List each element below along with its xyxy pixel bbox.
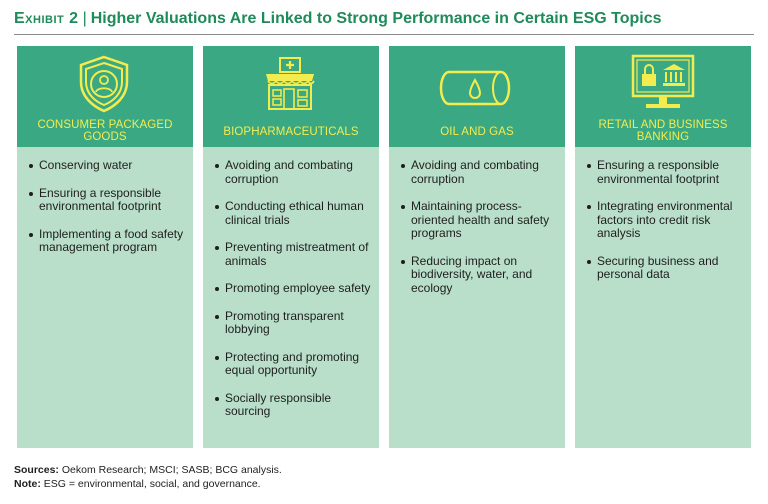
- list-item: Reducing impact on biodiversity, water, …: [401, 254, 557, 296]
- list-item: Conserving water: [29, 158, 185, 173]
- note-text: ESG = environmental, social, and governa…: [43, 478, 261, 490]
- list-item: Maintaining process-oriented health and …: [401, 199, 557, 241]
- column-oil-and-gas: OIL AND GAS Avoiding and combating corru…: [389, 46, 565, 448]
- column-retail-and-business-banking: RETAIL AND BUSINESS BANKING Ensuring a r…: [575, 46, 751, 448]
- list-item: Securing business and personal data: [587, 254, 743, 282]
- sources-text: Oekom Research; MSCI; SASB; BCG analysis…: [61, 464, 282, 476]
- note-label: Note:: [14, 478, 41, 490]
- title-separator: |: [82, 10, 87, 27]
- exhibit-title: Exhibit 2 | Higher Valuations Are Linked t…: [14, 10, 754, 28]
- topic-list: Conserving water Ensuring a responsible …: [17, 147, 193, 255]
- topic-list: Ensuring a responsible environmental foo…: [575, 147, 751, 282]
- footnotes: Sources: Oekom Research; MSCI; SASB; BCG…: [14, 463, 282, 491]
- topic-list: Avoiding and combating corruption Mainta…: [389, 147, 565, 295]
- column-body: Ensuring a responsible environmental foo…: [575, 147, 751, 448]
- note-line: Note: ESG = environmental, social, and g…: [14, 477, 282, 491]
- column-body: Avoiding and combating corruption Conduc…: [203, 147, 379, 448]
- column-header: OIL AND GAS: [389, 46, 565, 147]
- list-item: Implementing a food safety management pr…: [29, 227, 185, 255]
- shield-person-icon: [79, 55, 129, 113]
- column-heading: OIL AND GAS: [440, 126, 514, 138]
- column-header: BIOPHARMACEUTICALS: [203, 46, 379, 147]
- column-header: CONSUMER PACKAGED GOODS: [17, 46, 193, 147]
- list-item: Integrating environmental factors into c…: [587, 199, 743, 241]
- column-heading: BIOPHARMACEUTICALS: [223, 126, 359, 138]
- column-heading: CONSUMER PACKAGED GOODS: [37, 119, 173, 143]
- list-item: Ensuring a responsible environmental foo…: [587, 158, 743, 186]
- column-header: RETAIL AND BUSINESS BANKING: [575, 46, 751, 147]
- pharmacy-store-icon: [266, 57, 315, 110]
- secure-bank-monitor-icon: [631, 54, 695, 108]
- list-item: Ensuring a responsible environmental foo…: [29, 186, 185, 214]
- list-item: Protecting and promoting equal opportuni…: [215, 350, 371, 378]
- list-item: Avoiding and combating corruption: [401, 158, 557, 186]
- column-heading: RETAIL AND BUSINESS BANKING: [598, 119, 728, 143]
- topic-list: Avoiding and combating corruption Conduc…: [203, 147, 379, 419]
- title-rule: [14, 34, 754, 35]
- sources-label: Sources:: [14, 464, 59, 476]
- sources-line: Sources: Oekom Research; MSCI; SASB; BCG…: [14, 463, 282, 477]
- list-item: Socially responsible sourcing: [215, 391, 371, 419]
- column-consumer-packaged-goods: CONSUMER PACKAGED GOODS Conserving water…: [17, 46, 193, 448]
- list-item: Avoiding and combating corruption: [215, 158, 371, 186]
- column-biopharmaceuticals: BIOPHARMACEUTICALS Avoiding and combatin…: [203, 46, 379, 448]
- exhibit-number: Exhibit 2: [14, 10, 79, 27]
- oil-tank-icon: [439, 70, 511, 106]
- list-item: Conducting ethical human clinical trials: [215, 199, 371, 227]
- list-item: Promoting employee safety: [215, 281, 371, 296]
- column-body: Avoiding and combating corruption Mainta…: [389, 147, 565, 448]
- list-item: Promoting transparent lobbying: [215, 309, 371, 337]
- list-item: Preventing mistreatment of animals: [215, 240, 371, 268]
- exhibit-title-text: Higher Valuations Are Linked to Strong P…: [90, 10, 662, 27]
- column-body: Conserving water Ensuring a responsible …: [17, 147, 193, 448]
